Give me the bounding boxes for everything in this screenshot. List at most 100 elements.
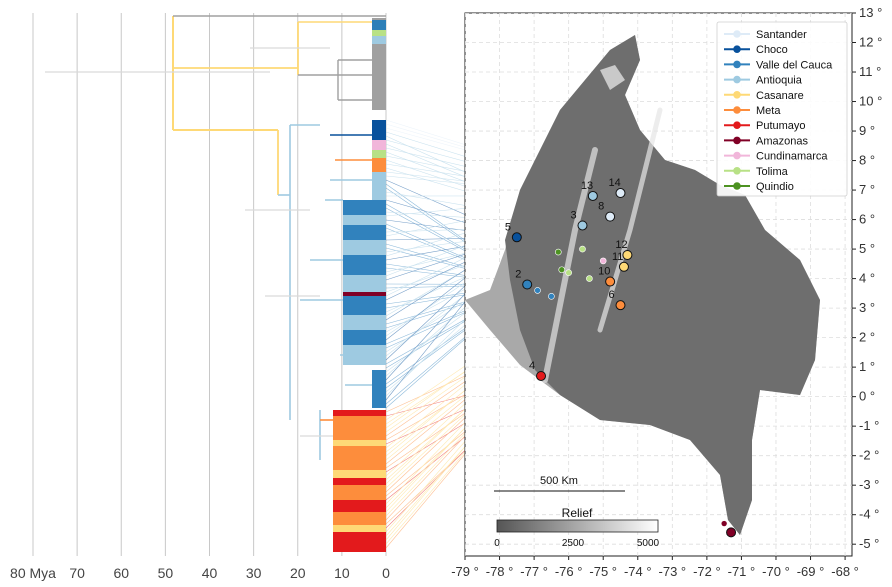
colombia-territory <box>505 35 820 535</box>
map-x-tick-label: -77 ° <box>520 564 548 579</box>
map-y-tick-label: -3 ° <box>859 477 879 492</box>
site-sample-point <box>554 248 562 256</box>
colorbar-tick-5000: 5000 <box>637 538 660 549</box>
tree-x-tick-label: 70 <box>69 565 85 581</box>
legend-marker <box>733 75 741 84</box>
tip-band <box>372 150 386 158</box>
map-y-tick-label: -4 ° <box>859 507 879 522</box>
legend-marker <box>733 151 741 160</box>
map-y-tick-label: -5 ° <box>859 536 879 551</box>
site-marker <box>622 249 633 260</box>
map-x-tick-label: -78 ° <box>486 564 514 579</box>
legend-marker <box>733 136 741 145</box>
site-label: 10 <box>598 266 610 278</box>
tip-band <box>333 500 386 512</box>
legend-marker <box>733 167 741 175</box>
site-sample-point <box>565 269 572 276</box>
map-x-tick-label: -69 ° <box>797 564 825 579</box>
site-sample-point <box>558 266 566 274</box>
scale-bar: 500 Km <box>494 475 625 492</box>
site-marker <box>726 527 737 538</box>
phylogenetic-tree <box>45 15 386 460</box>
legend-marker <box>733 182 741 190</box>
map-x-tick-label: -76 ° <box>555 564 583 579</box>
tree-x-tick-label: 30 <box>246 565 262 581</box>
tip-band <box>343 296 386 315</box>
site-sample-point <box>579 245 586 253</box>
map-y-tick-label: 10 ° <box>859 94 882 109</box>
map-y-tick-label: 3 ° <box>859 300 875 315</box>
legend-label: Antioquia <box>756 75 803 87</box>
tip-band <box>372 20 386 30</box>
site-marker <box>522 279 533 290</box>
map-y-tick-label: -2 ° <box>859 448 879 463</box>
site-sample-point <box>534 287 541 294</box>
tip-band <box>333 512 386 525</box>
map-y-tick-label: 11 ° <box>859 64 881 79</box>
tip-band <box>372 172 386 185</box>
colorbar-tick-2500: 2500 <box>562 538 585 549</box>
site-label: 6 <box>608 289 614 301</box>
site-marker <box>615 300 626 311</box>
legend-marker <box>733 91 741 99</box>
tip-band <box>343 292 386 296</box>
site-sample-point <box>586 275 593 282</box>
legend-label: Santander <box>756 29 807 41</box>
site-label: 14 <box>608 177 620 189</box>
legend-marker <box>733 121 741 129</box>
site-label: 2 <box>515 269 521 281</box>
tree-x-tick-label: 10 <box>334 565 350 581</box>
tip-band <box>333 416 386 440</box>
map-y-tick-label: 4 ° <box>859 271 875 286</box>
map-y-tick-label: 13 ° <box>859 5 882 20</box>
tip-band <box>343 225 386 240</box>
tip-band <box>372 185 386 200</box>
site-label: 5 <box>505 221 511 233</box>
site-marker <box>511 232 522 243</box>
site-sample-point <box>720 520 728 527</box>
site-marker <box>615 188 626 199</box>
tip-band <box>343 255 386 275</box>
andes-ridge <box>542 147 598 383</box>
map-x-tick-label: -72 ° <box>693 564 721 579</box>
tree-panel: 80 Mya 70 60 50 40 30 20 10 0 <box>10 13 390 581</box>
colorbar-gradient <box>496 519 659 533</box>
tree-x-tick-label: 20 <box>290 565 306 581</box>
tip-band <box>372 158 386 172</box>
sierra-nevada <box>600 65 625 90</box>
tip-band <box>343 315 386 330</box>
tip-band <box>372 30 386 36</box>
map-y-tick-label: 7 ° <box>859 182 875 197</box>
legend-label: Amazonas <box>756 135 808 147</box>
map-x-tick-label: -75 ° <box>589 564 617 579</box>
legend-label: Tolima <box>756 166 789 178</box>
site-label: 3 <box>570 209 576 221</box>
legend-box <box>716 21 848 197</box>
tree-x-axis: 80 Mya 70 60 50 40 30 20 10 0 <box>10 565 390 581</box>
tip-band <box>372 44 386 110</box>
andes-ridge-east <box>597 107 663 333</box>
tree-x-tick-label: 80 Mya <box>10 565 56 581</box>
map-y-tick-label: 1 ° <box>859 359 875 374</box>
legend-label: Casanare <box>756 90 804 102</box>
tip-band <box>333 440 386 446</box>
tip-band <box>333 470 386 478</box>
map-y-tick-label: 8 ° <box>859 153 875 168</box>
site-marker <box>536 370 547 381</box>
legend-marker <box>733 106 741 114</box>
tip-band <box>343 330 386 345</box>
tree-x-tick-label: 60 <box>113 565 129 581</box>
tip-band <box>333 446 386 470</box>
tip-band <box>333 478 386 485</box>
tip-band <box>333 485 386 500</box>
tip-band <box>343 215 386 225</box>
site-label: 8 <box>598 201 604 213</box>
legend-label: Valle del Cauca <box>756 59 833 71</box>
legend-marker <box>733 60 741 69</box>
relief-colorbar: Relief 0 2500 5000 <box>494 506 659 549</box>
legend-label: Choco <box>756 44 788 56</box>
legend-label: Cundinamarca <box>756 151 828 163</box>
site-label: 4 <box>529 360 535 372</box>
site-label: 13 <box>581 180 593 192</box>
